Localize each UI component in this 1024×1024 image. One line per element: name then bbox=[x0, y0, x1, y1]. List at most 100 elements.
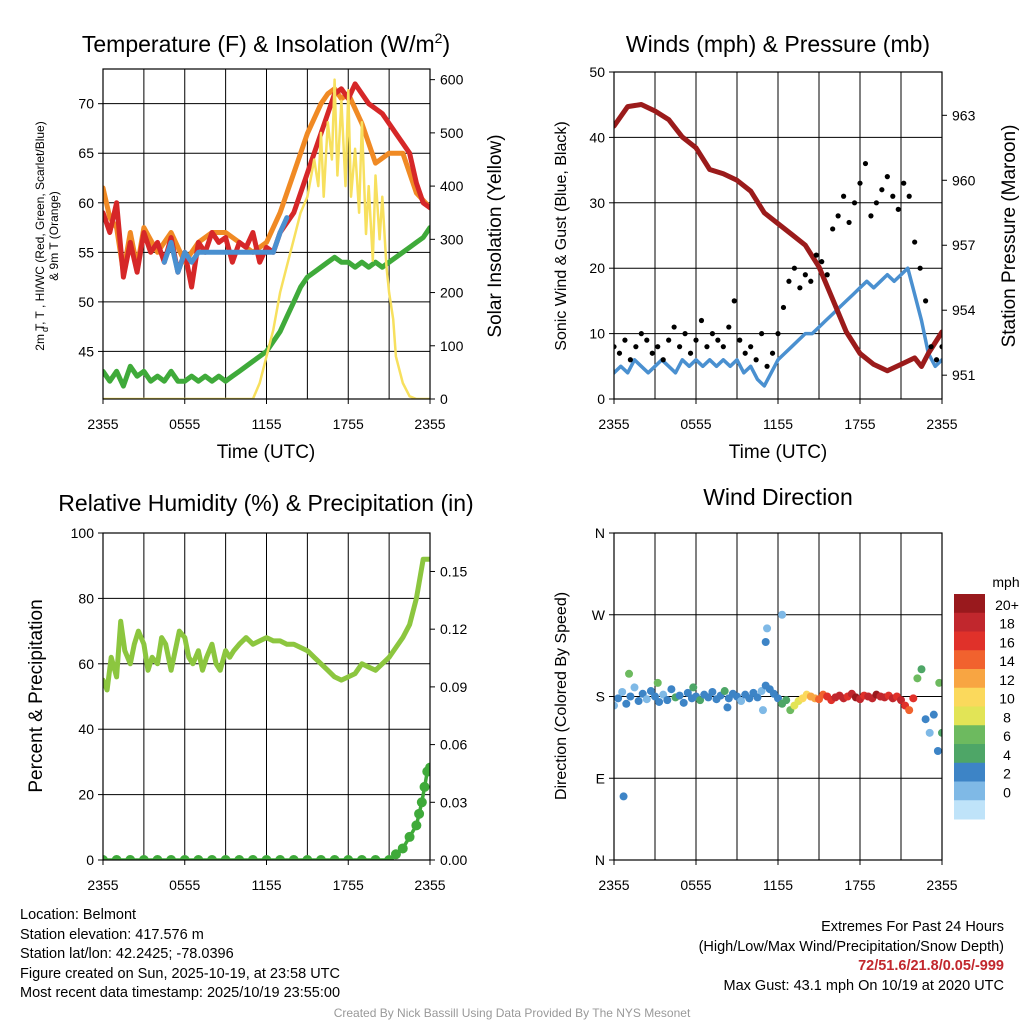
gust-point bbox=[709, 331, 716, 337]
colorbar-title: mph bbox=[992, 574, 1019, 590]
gust-point bbox=[846, 219, 852, 226]
station-info: Location: Belmont Station elevation: 417… bbox=[20, 906, 340, 1004]
direction-point bbox=[622, 699, 631, 708]
humidity-series-rh bbox=[103, 556, 430, 693]
gust-point bbox=[895, 206, 901, 212]
winds-ytick-label: 50 bbox=[589, 64, 605, 80]
gust-point bbox=[917, 265, 923, 271]
extremes-subtitle: (High/Low/Max Wind/Precipitation/Snow De… bbox=[698, 938, 1004, 955]
gust-point bbox=[627, 357, 634, 363]
temperature-ylabel-right: Solar Insolation (Yellow) bbox=[485, 134, 506, 337]
direction-point bbox=[708, 687, 717, 696]
precip-point bbox=[397, 843, 408, 854]
winds-plot-area: 2355 0555 1155 1755 2355 0 10 20 30 40 50 951 954 957… bbox=[589, 64, 975, 432]
winds-ytick-right-label: 960 bbox=[952, 172, 976, 188]
precip-point bbox=[425, 762, 430, 773]
gust-point bbox=[928, 344, 934, 350]
temperature-ytick-label: 45 bbox=[78, 343, 94, 359]
temperature-series-blue bbox=[161, 215, 290, 275]
winds-xtick-label: 1155 bbox=[763, 416, 793, 432]
max-gust-text: Max Gust: 43.1 mph On 10/19 at 2020 UTC bbox=[723, 977, 1004, 994]
direction-point bbox=[625, 669, 634, 678]
winds-xtick-label: 2355 bbox=[926, 416, 957, 432]
precip-point bbox=[111, 855, 122, 860]
direction-point bbox=[745, 694, 754, 703]
direction-point bbox=[630, 683, 639, 692]
gust-point bbox=[780, 304, 787, 311]
direction-ytick-label: E bbox=[596, 770, 605, 786]
direction-title: Wind Direction bbox=[703, 484, 853, 510]
direction-point bbox=[929, 710, 938, 719]
direction-point bbox=[679, 698, 688, 707]
winds-xtick-label: 1755 bbox=[844, 416, 875, 432]
direction-point bbox=[753, 693, 762, 702]
humidity-ytick-label: 20 bbox=[78, 787, 94, 803]
location-text: Location: Belmont bbox=[20, 907, 137, 923]
humidity-ytick-right-label: 0.09 bbox=[440, 679, 467, 695]
temperature-ytick-label: 50 bbox=[78, 294, 94, 310]
gust-point bbox=[797, 285, 803, 291]
humidity-ytick-label: 80 bbox=[78, 590, 94, 606]
direction-point bbox=[614, 701, 618, 710]
gust-point bbox=[862, 160, 869, 167]
gust-point bbox=[671, 324, 677, 330]
direction-point bbox=[689, 683, 698, 692]
precip-point bbox=[125, 855, 136, 860]
gust-point bbox=[622, 337, 628, 343]
temperature-ylabel-line1: 2m T, T , HI/WC (Red, Green, Scarlet/Blu… bbox=[33, 121, 47, 350]
direction-frame bbox=[613, 532, 943, 861]
colorbar-swatch bbox=[954, 744, 985, 764]
colorbar-label: 4 bbox=[1003, 747, 1011, 763]
gust-point bbox=[753, 357, 759, 363]
colorbar-swatch bbox=[954, 669, 985, 689]
direction-point bbox=[757, 687, 766, 696]
colorbar-swatch bbox=[954, 650, 985, 670]
precip-point bbox=[404, 831, 415, 842]
precip-point bbox=[261, 855, 272, 860]
direction-point bbox=[619, 792, 628, 801]
latlon-text: Station lat/lon: 42.2425; -78.0396 bbox=[20, 946, 234, 962]
direction-point bbox=[933, 747, 942, 755]
colorbar-swatch bbox=[954, 800, 985, 820]
temperature-ytick-right-label: 300 bbox=[440, 231, 464, 247]
humidity-ytick-label: 0 bbox=[86, 852, 94, 868]
precip-point bbox=[411, 820, 422, 831]
gust-point bbox=[819, 259, 825, 265]
direction-panel: Wind Direction 2355 0555 1155 1755 2355 N E S W N… bbox=[553, 484, 1020, 893]
gust-point bbox=[764, 363, 770, 369]
temperature-data-layer bbox=[103, 78, 430, 399]
gust-point bbox=[884, 174, 890, 180]
winds-series-blue bbox=[614, 266, 942, 388]
colorbar-label: 16 bbox=[999, 634, 1015, 650]
humidity-plot-area: 2355 0555 1155 1755 2355 0 20 40 60 80 100 0.00 0.03… bbox=[71, 525, 468, 893]
winds-panel: Winds (mph) & Pressure (mb) 2355 0555 1155… bbox=[553, 31, 1020, 463]
winds-ytick-label: 0 bbox=[597, 391, 605, 407]
gust-point bbox=[802, 272, 808, 278]
direction-point bbox=[782, 696, 791, 705]
humidity-ytick-right-label: 0.00 bbox=[440, 852, 467, 868]
temperature-panel: Temperature (F) & Insolation (W/m2) 2355… bbox=[33, 30, 506, 463]
gust-point bbox=[682, 331, 688, 337]
precip-point bbox=[166, 855, 177, 860]
humidity-xtick-label: 1755 bbox=[333, 877, 364, 893]
gust-point bbox=[677, 344, 683, 350]
direction-ytick-label: N bbox=[595, 852, 605, 868]
gust-point bbox=[644, 337, 650, 343]
colorbar-swatch bbox=[954, 781, 985, 801]
precip-point bbox=[193, 855, 204, 860]
precip-point bbox=[179, 855, 190, 860]
gust-point bbox=[830, 226, 836, 232]
direction-point bbox=[704, 693, 713, 702]
temperature-ytick-label: 65 bbox=[78, 145, 94, 161]
direction-plot-area: 2355 0555 1155 1755 2355 N E S W N bbox=[592, 525, 958, 893]
created-text: Figure created on Sun, 2025-10-19, at 23… bbox=[20, 965, 340, 982]
temperature-ytick-label: 70 bbox=[78, 96, 94, 112]
gust-point bbox=[759, 331, 765, 337]
direction-point bbox=[651, 692, 659, 701]
direction-point bbox=[723, 703, 732, 712]
temperature-ytick-right-label: 600 bbox=[440, 72, 464, 88]
winds-ytick-right-label: 954 bbox=[952, 302, 976, 318]
winds-xlabel: Time (UTC) bbox=[729, 442, 828, 463]
colorbar-swatch bbox=[954, 687, 985, 707]
